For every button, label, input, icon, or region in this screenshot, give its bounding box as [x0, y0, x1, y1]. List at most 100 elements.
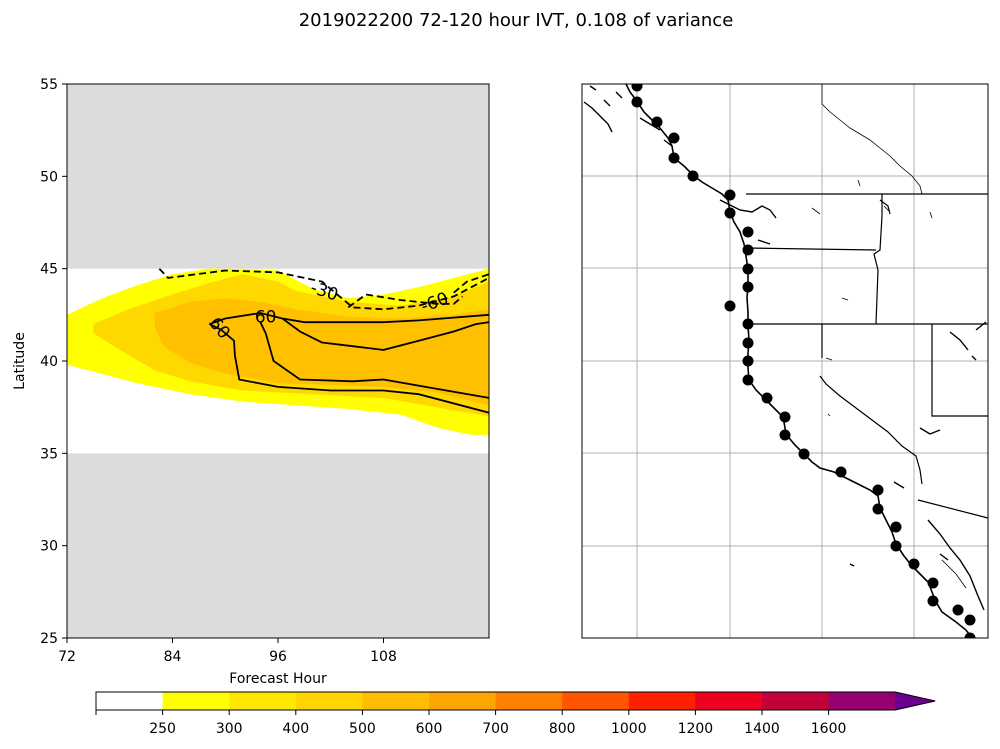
- map-point: [631, 84, 643, 92]
- map-point: [890, 540, 902, 552]
- map-point: [724, 300, 736, 312]
- map-point: [835, 466, 847, 478]
- colorbar-cell: [828, 692, 896, 710]
- map-point: [742, 281, 754, 293]
- y-tick-label: 30: [40, 539, 58, 555]
- contour-line-6: [453, 273, 489, 294]
- map-gridlines: [582, 84, 988, 638]
- colorbar-outline: [95, 691, 936, 711]
- map-point: [724, 189, 736, 201]
- x-tick-label: 96: [269, 649, 287, 665]
- colorbar-cells: [95, 691, 936, 711]
- y-tick-label: 45: [40, 262, 58, 278]
- contour-line-5: [347, 293, 464, 309]
- colorbar-cell: [429, 692, 497, 710]
- y-tick-label: 55: [40, 77, 58, 93]
- colorbar-tick-label: 250: [149, 721, 176, 737]
- map-point: [687, 170, 699, 182]
- contour-line-4: [158, 268, 489, 311]
- map-point: [927, 595, 939, 607]
- map-points: [631, 84, 976, 638]
- colorbar-ticks: 250 300 400 500 600 700 800 1000 1200 1400 1600: [95, 710, 847, 737]
- plot-frame-right: [581, 83, 989, 639]
- mask-upper: [67, 84, 489, 269]
- map-point: [631, 96, 643, 108]
- map-point: [668, 132, 680, 144]
- colorbar-tick-label: 1200: [678, 721, 714, 737]
- x-tick-label: 72: [58, 649, 76, 665]
- colorbar-cell: [96, 692, 164, 710]
- colorbar-cell: [762, 692, 830, 710]
- x-tick-label: 108: [370, 649, 397, 665]
- filled-region-400-500: [154, 298, 489, 406]
- y-axis-label: Latitude: [12, 332, 28, 390]
- map-point: [742, 374, 754, 386]
- x-axis-ticks: 72 84 96 108: [58, 638, 397, 665]
- colorbar-cell: [295, 692, 363, 710]
- y-tick-label: 40: [40, 354, 58, 370]
- contour-line-1: [209, 323, 489, 414]
- y-tick-label: 25: [40, 631, 58, 647]
- map-point: [872, 503, 884, 515]
- map-point: [779, 411, 791, 423]
- map-point: [908, 558, 920, 570]
- x-axis-label: Forecast Hour: [229, 671, 327, 687]
- map-point: [952, 604, 964, 616]
- map-point: [927, 577, 939, 589]
- y-tick-label: 35: [40, 446, 58, 462]
- y-tick-label: 50: [40, 169, 58, 185]
- map-point: [798, 448, 810, 460]
- y-axis-ticks: 25 30 35 40 45 50 55: [40, 77, 67, 647]
- contour-line-2: [259, 321, 489, 399]
- colorbar-tick-label: 1600: [811, 721, 847, 737]
- map-panel: [581, 83, 989, 639]
- political-borders: [745, 193, 988, 519]
- figure-title: 2019022200 72-120 hour IVT, 0.108 of var…: [299, 10, 734, 31]
- map-point: [742, 337, 754, 349]
- colorbar-tick-label: 800: [549, 721, 576, 737]
- colorbar-cell: [495, 692, 563, 710]
- colorbar-cell: [695, 692, 763, 710]
- colorbar-tick-label: 400: [282, 721, 309, 737]
- mask-layer: [67, 84, 489, 638]
- colorbar-cell: [562, 692, 630, 710]
- map-point: [668, 152, 680, 164]
- map-point: [761, 392, 773, 404]
- contour-label: 60: [255, 308, 277, 328]
- map-point: [872, 484, 884, 496]
- contour-line-3: [281, 317, 489, 351]
- colorbar-tick-label: 500: [349, 721, 376, 737]
- map-point: [742, 244, 754, 256]
- colorbar-tick-label: 600: [416, 721, 443, 737]
- colorbar: 250 300 400 500 600 700 800 1000 1200 1400 1600: [95, 691, 936, 737]
- colorbar-tick-label: 700: [482, 721, 509, 737]
- colorbar-cell: [362, 692, 430, 710]
- mask-lower: [67, 453, 489, 638]
- map-point: [964, 614, 976, 626]
- islands: [583, 85, 987, 611]
- contour-lines: [158, 268, 489, 414]
- contour-line-0: [209, 312, 489, 325]
- colorbar-tick-label: 1000: [611, 721, 647, 737]
- map-point: [964, 632, 976, 638]
- map-point: [742, 263, 754, 275]
- colorbar-tick-label: 300: [216, 721, 243, 737]
- map-point: [724, 207, 736, 219]
- colorbar-tick-label: 1400: [744, 721, 780, 737]
- map-point: [651, 116, 663, 128]
- map-point: [742, 355, 754, 367]
- colorbar-cell: [162, 692, 230, 710]
- colorbar-cell: [229, 692, 297, 710]
- map-point: [742, 318, 754, 330]
- canada-provinces: [811, 84, 967, 589]
- map-point: [890, 521, 902, 533]
- coastline: [625, 84, 973, 638]
- map-point: [779, 429, 791, 441]
- map-point: [742, 226, 754, 238]
- colorbar-cell: [628, 692, 696, 710]
- colorbar-extend-arrow: [895, 692, 936, 710]
- x-tick-label: 84: [164, 649, 182, 665]
